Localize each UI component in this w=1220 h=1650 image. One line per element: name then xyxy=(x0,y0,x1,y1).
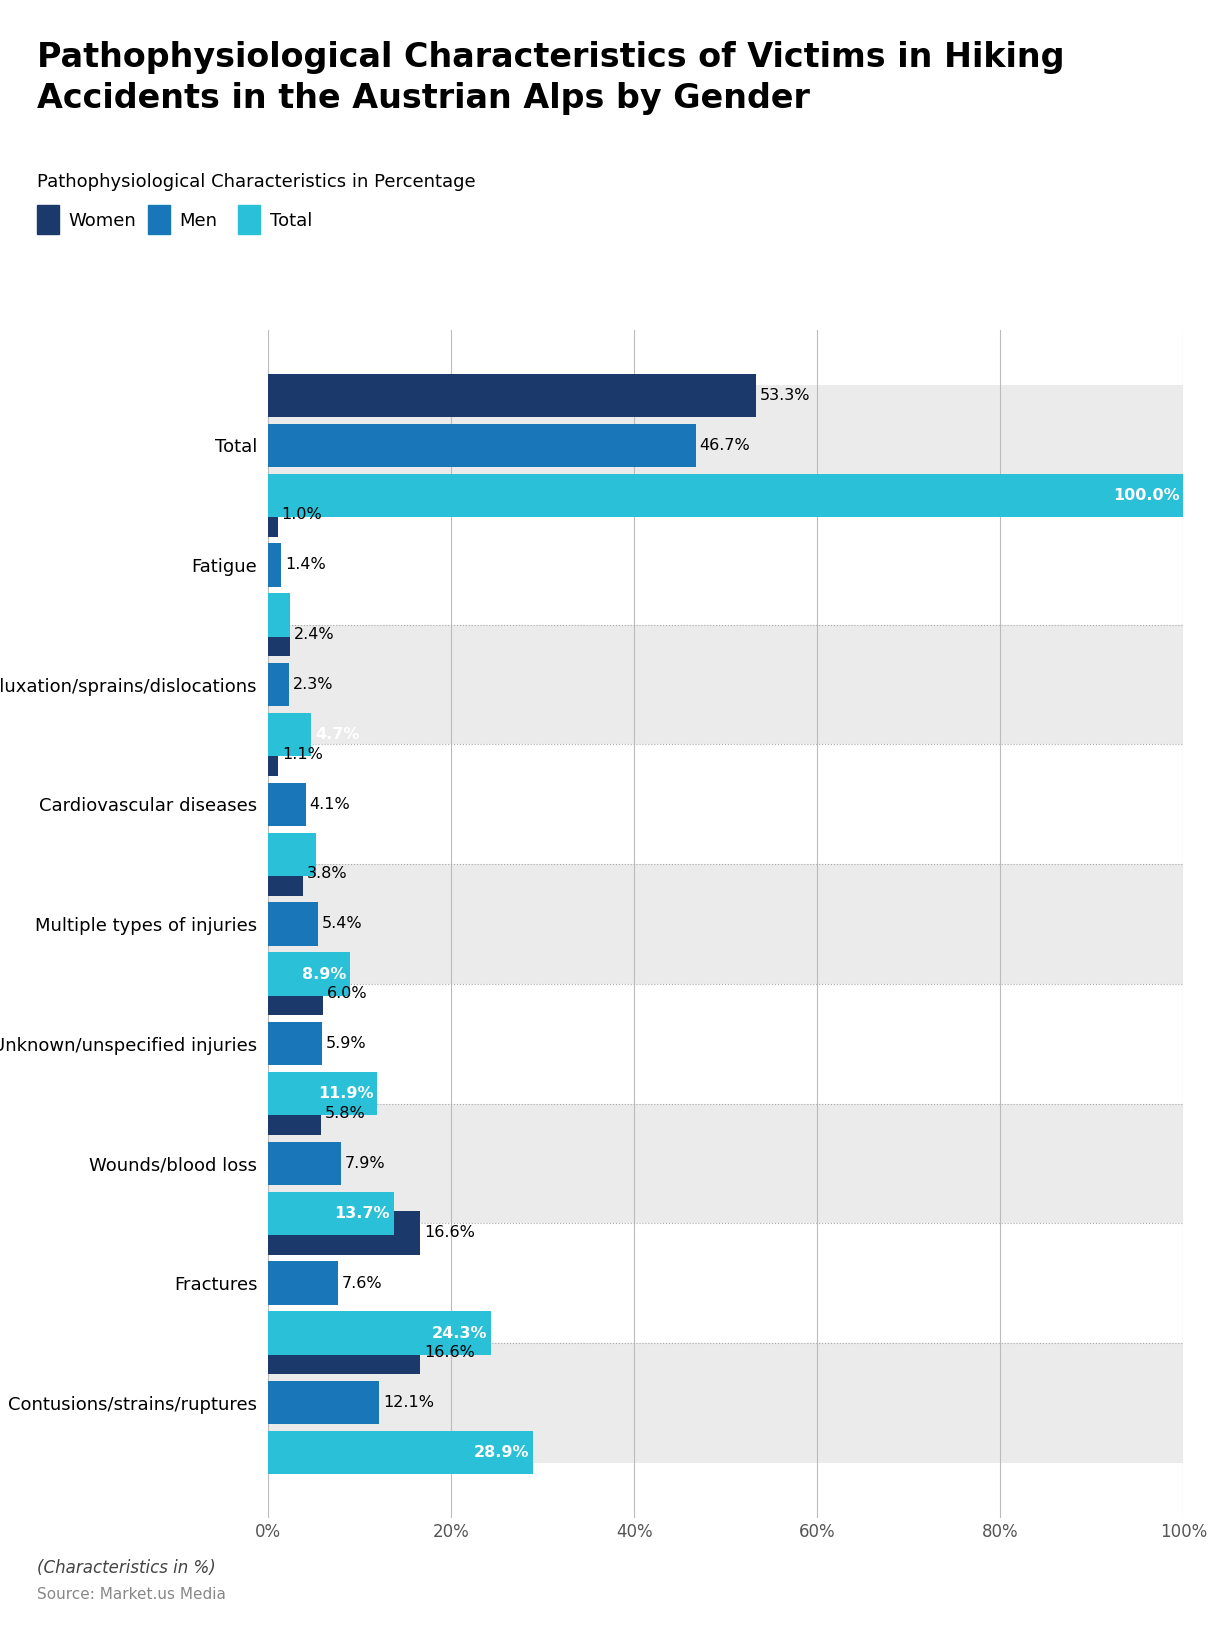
Bar xyxy=(268,1142,340,1185)
Text: Total: Total xyxy=(270,213,312,229)
Text: 1.0%: 1.0% xyxy=(281,508,322,523)
Text: 5.9%: 5.9% xyxy=(326,1036,367,1051)
Text: Pathophysiological Characteristics of Victims in Hiking
Accidents in the Austria: Pathophysiological Characteristics of Vi… xyxy=(37,41,1064,116)
Text: (Characteristics in %): (Characteristics in %) xyxy=(37,1559,216,1577)
Text: 12.1%: 12.1% xyxy=(383,1396,434,1411)
Text: 8.9%: 8.9% xyxy=(301,967,346,982)
Text: 7.6%: 7.6% xyxy=(342,1275,382,1290)
Bar xyxy=(177,983,1220,1104)
Text: 7.9%: 7.9% xyxy=(344,1157,386,1171)
Bar xyxy=(268,493,277,536)
Bar xyxy=(268,972,323,1015)
Text: Women: Women xyxy=(68,213,137,229)
Bar xyxy=(268,851,303,896)
Bar xyxy=(177,1223,1220,1343)
Bar xyxy=(268,373,756,417)
Text: Pathophysiological Characteristics in Percentage: Pathophysiological Characteristics in Pe… xyxy=(37,173,476,191)
Text: 3.8%: 3.8% xyxy=(307,866,348,881)
Bar xyxy=(177,865,1220,983)
Bar xyxy=(268,424,695,467)
Bar xyxy=(268,1431,533,1475)
Bar xyxy=(268,612,290,657)
Text: 2.4%: 2.4% xyxy=(294,627,334,642)
Bar xyxy=(268,1021,322,1066)
Bar xyxy=(268,1072,377,1115)
Bar xyxy=(268,713,311,756)
Bar xyxy=(268,594,290,637)
Bar xyxy=(268,663,289,706)
Bar xyxy=(268,1312,490,1355)
Bar xyxy=(268,1261,338,1305)
Bar xyxy=(268,903,317,945)
Text: 4.1%: 4.1% xyxy=(310,797,350,812)
Bar xyxy=(268,833,316,876)
Bar xyxy=(177,625,1220,744)
Text: 4.7%: 4.7% xyxy=(315,728,360,742)
Text: 53.3%: 53.3% xyxy=(760,388,810,403)
Bar xyxy=(268,733,278,776)
Text: Source: Market.us Media: Source: Market.us Media xyxy=(37,1587,226,1602)
Text: 2.4%: 2.4% xyxy=(294,607,338,622)
Bar xyxy=(177,744,1220,865)
Bar xyxy=(177,1343,1220,1462)
Bar xyxy=(268,952,350,997)
Text: 16.6%: 16.6% xyxy=(423,1345,475,1360)
Text: 28.9%: 28.9% xyxy=(473,1445,529,1460)
Text: 6.0%: 6.0% xyxy=(327,987,367,1002)
Bar xyxy=(268,1191,394,1236)
Text: 1.1%: 1.1% xyxy=(282,747,323,762)
Bar xyxy=(268,782,306,827)
Bar xyxy=(268,1092,321,1135)
Text: 11.9%: 11.9% xyxy=(318,1086,373,1101)
Text: 13.7%: 13.7% xyxy=(334,1206,390,1221)
Bar xyxy=(268,1332,420,1374)
Bar xyxy=(268,1381,379,1424)
Text: 16.6%: 16.6% xyxy=(423,1226,475,1241)
Text: 1.4%: 1.4% xyxy=(284,558,326,573)
Text: 5.8%: 5.8% xyxy=(325,1106,366,1120)
Bar xyxy=(268,474,1183,516)
Text: 2.3%: 2.3% xyxy=(293,676,333,691)
Bar xyxy=(268,1211,420,1254)
Text: Men: Men xyxy=(179,213,217,229)
Text: 5.4%: 5.4% xyxy=(321,916,362,932)
Bar xyxy=(177,505,1220,625)
Text: 46.7%: 46.7% xyxy=(699,437,750,452)
Text: 24.3%: 24.3% xyxy=(432,1325,487,1340)
Bar xyxy=(268,543,281,587)
Bar xyxy=(177,1104,1220,1223)
Bar xyxy=(177,386,1220,505)
Text: 5.2%: 5.2% xyxy=(320,846,364,861)
Text: 100.0%: 100.0% xyxy=(1113,488,1180,503)
